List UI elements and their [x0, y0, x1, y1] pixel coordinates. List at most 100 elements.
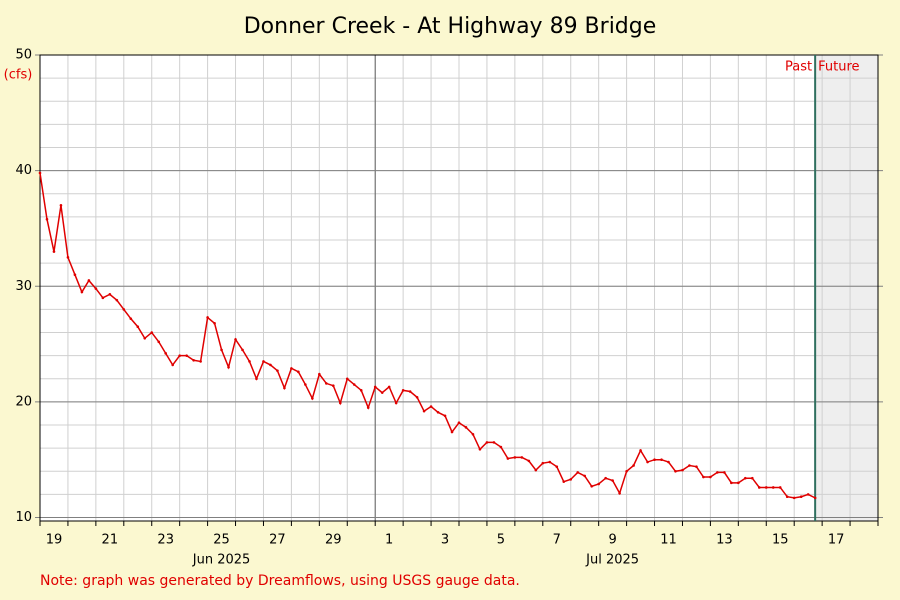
y-tick-label: 50: [15, 48, 32, 63]
flow-point: [506, 457, 510, 460]
x-tick-label: 3: [441, 533, 449, 548]
x-tick-label: 21: [102, 533, 119, 548]
flow-point: [80, 290, 84, 294]
flow-point: [688, 464, 691, 467]
y-tick-label: 40: [15, 163, 32, 178]
flow-point: [813, 496, 817, 500]
x-tick-label: 7: [553, 533, 561, 548]
flow-point: [569, 478, 573, 481]
flow-point: [513, 456, 517, 459]
flow-point: [115, 298, 119, 302]
month-label: Jun 2025: [192, 553, 251, 568]
flow-point: [220, 348, 223, 352]
flow-point: [234, 338, 237, 341]
flow-point: [646, 460, 649, 464]
flow-point: [373, 385, 377, 389]
future-region: [815, 55, 878, 521]
x-tick-label: 1: [385, 533, 393, 548]
flow-point: [751, 476, 754, 480]
flow-point: [94, 287, 98, 290]
flow-point: [632, 464, 635, 467]
flow-point: [450, 430, 454, 434]
flow-point: [136, 325, 140, 329]
flow-point: [66, 256, 70, 259]
flow-point: [366, 406, 370, 409]
flow-point: [422, 409, 426, 413]
chart-title: Donner Creek - At Highway 89 Bridge: [244, 14, 657, 39]
flow-point: [757, 486, 761, 489]
flow-point: [695, 465, 698, 468]
flow-point: [667, 460, 670, 464]
flow-point: [297, 370, 300, 374]
flow-point: [213, 321, 216, 325]
flow-point: [311, 397, 314, 400]
flow-point: [764, 486, 768, 489]
flow-point: [548, 460, 552, 464]
flow-point: [227, 365, 230, 369]
flow-point: [611, 479, 614, 482]
flow-point: [241, 348, 244, 352]
flow-point: [192, 358, 195, 362]
flow-point: [164, 352, 167, 355]
flow-point: [45, 217, 49, 221]
flow-point: [478, 448, 482, 451]
flow-point: [583, 474, 586, 478]
flow-point: [394, 401, 398, 405]
flow-point: [464, 426, 468, 429]
flow-point: [171, 363, 174, 367]
flow-point: [541, 461, 545, 465]
flow-point: [653, 458, 656, 462]
plot-frame: [39, 54, 879, 522]
x-tick-label: 23: [157, 533, 174, 548]
x-tick-label: 27: [269, 533, 286, 548]
x-tick-label: 13: [716, 533, 733, 548]
future-label: Future: [818, 60, 859, 75]
flow-point: [681, 468, 684, 472]
flow-point: [737, 481, 740, 485]
flow-point: [799, 495, 803, 499]
flow-point: [332, 384, 335, 388]
flow-line: [39, 172, 816, 499]
flow-point: [485, 441, 489, 444]
flow-point: [380, 391, 384, 394]
flow-point: [597, 482, 600, 486]
flow-point: [38, 171, 42, 175]
x-tick-label: 5: [497, 533, 505, 548]
flow-point: [408, 390, 412, 393]
flow-point: [359, 389, 363, 392]
x-tick-label: 25: [213, 533, 230, 548]
x-tick-label: 9: [608, 533, 616, 548]
x-tick-label: 15: [772, 533, 789, 548]
flow-point: [122, 308, 126, 311]
y-tick-label: 10: [15, 510, 32, 525]
flow-point: [730, 481, 733, 485]
flow-point: [325, 382, 328, 385]
flow-point: [338, 401, 342, 405]
x-tick-label: 17: [828, 533, 845, 548]
x-tick-label: 29: [325, 533, 342, 548]
flow-point: [87, 279, 91, 282]
flow-point: [429, 405, 433, 408]
flow-point: [101, 296, 105, 300]
flow-point: [590, 485, 593, 488]
flow-point: [457, 421, 461, 425]
flow-point: [604, 476, 607, 480]
flow-point: [562, 480, 566, 483]
flow-point: [792, 496, 796, 500]
flow-point: [143, 337, 147, 340]
flow-point: [778, 486, 782, 489]
month-label: Jul 2025: [585, 553, 639, 568]
flow-point: [318, 372, 321, 376]
flow-point: [555, 465, 559, 468]
note: Note: graph was generated by Dreamflows,…: [40, 573, 520, 589]
flow-point: [674, 469, 677, 473]
flow-point: [471, 432, 475, 436]
y-unit: (cfs): [4, 68, 33, 83]
flow-point: [276, 369, 279, 372]
flow-point: [744, 476, 747, 480]
flow-point: [401, 389, 405, 392]
flow-point: [723, 471, 726, 474]
flow-point: [492, 441, 496, 444]
flow-point: [499, 445, 503, 449]
